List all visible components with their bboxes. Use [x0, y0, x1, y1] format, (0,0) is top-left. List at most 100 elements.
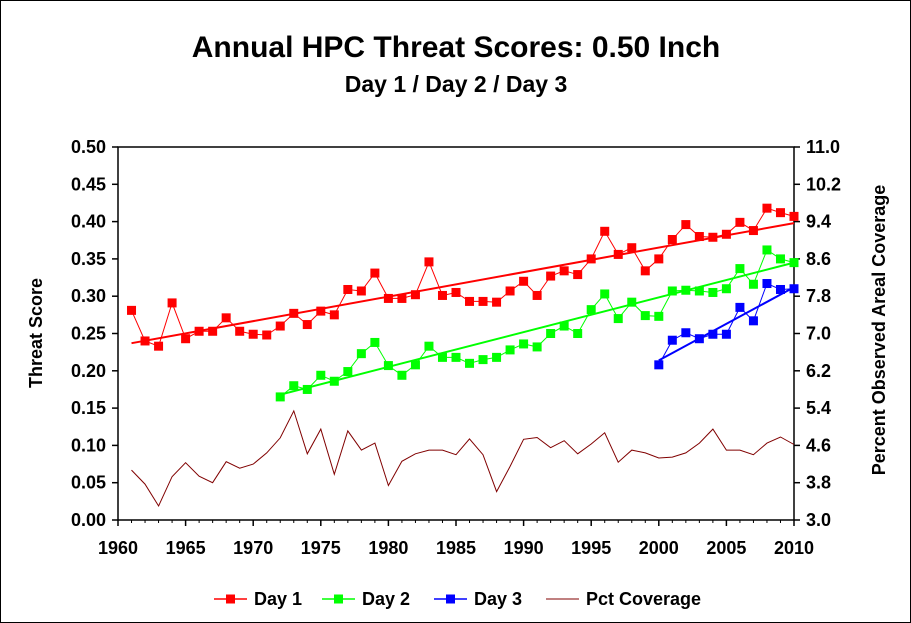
y2-tick-label: 5.4	[806, 398, 831, 418]
day-1-point	[721, 229, 731, 239]
day-2-point	[789, 258, 799, 268]
day-1-point	[289, 308, 299, 318]
day-2-point	[600, 289, 610, 299]
y-tick-label: 0.20	[71, 361, 106, 381]
legend-day-2-label: Day 2	[362, 589, 410, 609]
y-axis-label: Threat Score	[26, 278, 46, 388]
x-tick-label: 1970	[233, 538, 273, 558]
day-1-point	[181, 334, 191, 344]
y2-tick-label: 6.2	[806, 361, 831, 381]
day-1-point	[735, 217, 745, 227]
x-tick-label: 2000	[639, 538, 679, 558]
day-2-point	[708, 287, 718, 297]
series-group	[127, 203, 799, 508]
day-3-point	[775, 284, 785, 294]
day-1-point	[505, 286, 515, 296]
day-2-point	[437, 352, 447, 362]
day-2-point	[654, 311, 664, 321]
day-2-point	[573, 329, 583, 338]
day-3-point	[654, 360, 664, 370]
day-2-point	[532, 342, 542, 352]
x-tick-label: 1985	[436, 538, 476, 558]
day-2-point	[465, 358, 475, 368]
day-1-point	[356, 286, 366, 296]
y-tick-label: 0.05	[71, 473, 106, 493]
legend-day-3-marker	[446, 594, 455, 604]
day-1-point	[681, 220, 691, 230]
day-3-trendline	[658, 286, 795, 362]
day-2-point	[289, 381, 299, 391]
day-1-point	[302, 320, 312, 330]
y-tick-label: 0.10	[71, 435, 106, 455]
day-1-point	[762, 203, 772, 213]
day-3-point	[681, 328, 691, 338]
day-2-point	[410, 360, 420, 370]
day-1-point	[424, 257, 434, 267]
day-1-point	[532, 290, 542, 300]
day-1-point	[167, 298, 177, 308]
day-2-point	[492, 352, 502, 362]
day-2-point	[302, 384, 312, 394]
day-1-point	[127, 305, 137, 315]
y2-tick-label: 7.0	[806, 324, 831, 344]
day-1-point	[748, 226, 758, 236]
day-1-point	[235, 326, 245, 336]
day-2-point	[586, 305, 596, 315]
day-3-point	[721, 329, 731, 339]
day-2-point	[329, 376, 339, 386]
day-1-point	[262, 330, 272, 340]
legend-day-3-label: Day 3	[474, 589, 522, 609]
legend-day-1-label: Day 1	[254, 589, 302, 609]
x-tick-label: 1990	[504, 538, 544, 558]
y-axis-right: 3.0 3.8 4.6 5.4 6.2 7.0 7.8 8.6 9.4 10.2 11.0	[794, 137, 841, 530]
x-tick-label: 1975	[301, 538, 341, 558]
day-1-point	[600, 226, 610, 236]
pct-coverage-line	[131, 409, 795, 508]
day-3-point	[694, 334, 704, 344]
day-1-point	[586, 254, 596, 264]
day-1-point	[465, 296, 475, 306]
day-1-point	[559, 266, 569, 276]
y-tick-label: 0.30	[71, 286, 106, 306]
day-1-point	[275, 321, 285, 331]
day-1-point	[492, 297, 502, 307]
day-3-point	[762, 279, 772, 289]
day-1-point	[519, 276, 529, 286]
day-1-trendline	[131, 222, 795, 345]
day-1-point	[478, 296, 488, 306]
day-2-point	[762, 245, 772, 255]
x-tick-label: 2010	[774, 538, 814, 558]
x-tick-label: 1995	[571, 538, 611, 558]
day-1-point	[654, 254, 664, 264]
day-2-point	[775, 254, 785, 264]
day-2-trendline	[279, 261, 795, 396]
day-2-point	[424, 341, 434, 351]
day-2-point	[397, 370, 407, 380]
day-1-point	[383, 293, 393, 303]
day-2-point	[694, 286, 704, 296]
day-1-point	[316, 306, 326, 316]
y-tick-label: 0.50	[71, 137, 106, 157]
day-1-point	[451, 287, 461, 297]
y-tick-label: 0.35	[71, 249, 106, 269]
day-2-point	[343, 367, 353, 377]
day-2-point	[275, 392, 285, 402]
day-2-point	[546, 329, 556, 338]
y2-tick-label: 3.0	[806, 510, 831, 530]
y-tick-label: 0.15	[71, 398, 106, 418]
day-2-point	[613, 314, 623, 324]
day-3-point	[667, 335, 677, 345]
day-1-point	[546, 271, 556, 281]
day-2-point	[667, 286, 677, 296]
day-1-point	[708, 232, 718, 242]
day-2-point	[383, 361, 393, 371]
legend-pct-coverage-label: Pct Coverage	[586, 589, 701, 609]
y-tick-label: 0.45	[71, 174, 106, 194]
day-2-point	[640, 311, 650, 321]
y2-tick-label: 11.0	[806, 137, 840, 157]
day-2-point	[478, 355, 488, 365]
day-1-point	[613, 249, 623, 259]
day-2-point	[451, 352, 461, 362]
y-tick-label: 0.00	[71, 510, 106, 530]
